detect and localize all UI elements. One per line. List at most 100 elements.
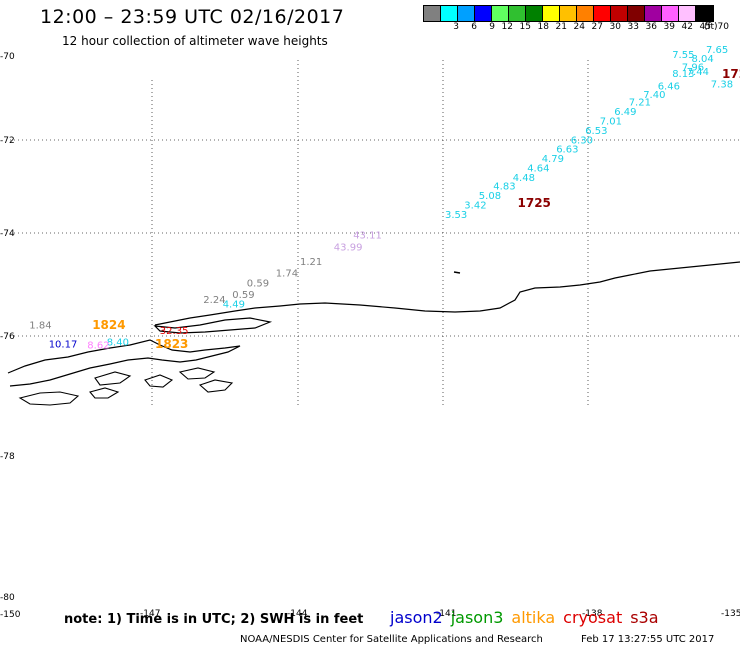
color-swatch [458, 6, 475, 21]
color-swatch [560, 6, 577, 21]
color-scale-label: 12 [501, 22, 513, 32]
time-label: 1724 [722, 67, 740, 81]
wave-height-label: 7.01 [600, 116, 622, 127]
island-outline [153, 317, 273, 334]
wave-height-label: 7.65 [706, 45, 728, 56]
color-scale-label [423, 22, 441, 32]
color-scale-label: 33 [627, 22, 639, 32]
wave-height-label: 3.42 [464, 200, 486, 211]
legend-s3a: s3a [630, 608, 659, 627]
wave-height-label: 8.62 [87, 341, 109, 352]
wave-height-label: 0.59 [247, 278, 269, 289]
wave-height-label: 6.63 [556, 144, 578, 155]
wave-height-label: 8.04 [692, 54, 714, 65]
island-small-5 [198, 379, 234, 393]
wave-height-label: 4.49 [223, 300, 245, 311]
footer-note: note: 1) Time is in UTC; 2) SWH is in fe… [64, 612, 364, 627]
color-scale-label: 70 [717, 22, 729, 32]
color-scale-label: 39 [663, 22, 675, 32]
wave-height-label: 6.49 [614, 107, 636, 118]
island-small-4 [178, 367, 216, 380]
color-scale-bar [423, 5, 714, 22]
color-scale-label: 15 [519, 22, 531, 32]
color-scale-label: 6 [471, 22, 477, 32]
color-swatch [492, 6, 509, 21]
coast-lower [7, 339, 241, 387]
lat-tick-label: -76 [0, 332, 15, 342]
wave-height-label: 43.99 [334, 243, 363, 254]
wave-height-label: 4.79 [542, 154, 564, 165]
color-swatch [594, 6, 611, 21]
lon-tick-label: -144 [287, 609, 308, 619]
color-swatch [424, 6, 441, 21]
credit-line: NOAA/NESDIS Center for Satellite Applica… [240, 634, 543, 645]
island-small-2 [94, 371, 132, 386]
color-scale-label: 27 [591, 22, 603, 32]
wave-height-label: 7.40 [643, 90, 665, 101]
color-swatch [679, 6, 696, 21]
axis-tick-labels: -70 -72 -74 -76 -78 -80 -150 -147 -144 -141 -138 -1… [0, 52, 740, 620]
wave-height-label: 1.21 [300, 257, 322, 268]
legend-cryosat: cryosat [563, 608, 623, 627]
time-label: 1824 [92, 318, 125, 332]
credit-timestamp: Feb 17 13:27:55 UTC 2017 [581, 634, 715, 645]
wave-height-label: 43.11 [353, 230, 382, 241]
lon-tick-label: -150 [0, 610, 21, 620]
wave-height-label: 4.64 [527, 163, 549, 174]
lat-tick-label: -72 [0, 136, 15, 146]
color-scale-label: 3 [453, 22, 459, 32]
wave-height-label: 10.17 [49, 340, 78, 351]
wave-height-label: 6.46 [658, 82, 680, 93]
color-scale-unit: (ft) [704, 22, 718, 32]
color-scale-label: 42 [681, 22, 693, 32]
color-swatch [509, 6, 526, 21]
time-label: 1823 [155, 337, 188, 351]
wave-height-label: 7.21 [629, 97, 651, 108]
color-swatch [611, 6, 628, 21]
color-swatch [543, 6, 560, 21]
color-scale-label: 45 [699, 22, 711, 32]
graticule [10, 60, 740, 405]
wave-height-label: 7.55 [672, 50, 694, 61]
lat-tick-label: -78 [0, 452, 15, 462]
lon-tick-label: -141 [436, 609, 456, 619]
color-scale-label: 24 [573, 22, 585, 32]
wave-height-label: 8.40 [107, 338, 129, 349]
wave-height-label: 1.84 [29, 321, 51, 332]
wave-height-label: 0.59 [232, 290, 254, 301]
color-scale-label: 30 [609, 22, 621, 32]
wave-height-label: 4.48 [513, 173, 535, 184]
color-swatch [441, 6, 458, 21]
color-scale-label: 9 [489, 22, 495, 32]
color-scale-label: 18 [537, 22, 549, 32]
wave-height-label: 3.53 [445, 210, 467, 221]
wave-height-label: 6.30 [571, 135, 593, 146]
page-subtitle: 12 hour collection of altimeter wave hei… [62, 34, 328, 48]
legend-jason3: jason3 [450, 608, 504, 627]
wave-height-label: 8.13 [672, 69, 694, 80]
island-small-1 [18, 391, 80, 406]
island-small-6 [89, 387, 120, 399]
color-swatch [696, 6, 713, 21]
wave-height-label: 1.74 [276, 268, 298, 279]
coastline [7, 261, 740, 406]
wave-height-label: 4.83 [493, 181, 515, 192]
color-swatch [628, 6, 645, 21]
lon-tick-label: -147 [140, 609, 160, 619]
legend-jason2: jason2 [390, 608, 443, 627]
wave-height-label: 7.44 [687, 67, 709, 78]
satellite-legend: jason2 jason3 altika cryosat s3a [390, 608, 667, 627]
color-swatch [526, 6, 543, 21]
color-scale-labels: 3 6 9 12 15 18 21 24 27 30 33 36 39 42 45 70 [423, 22, 729, 32]
color-scale-label: 21 [555, 22, 567, 32]
color-swatch [662, 6, 679, 21]
time-label: 1725 [518, 196, 551, 210]
lon-tick-label: -138 [582, 609, 603, 619]
color-swatch [475, 6, 492, 21]
lat-tick-label: -74 [0, 229, 15, 239]
lon-tick-label: -135 [721, 609, 740, 619]
color-swatch [577, 6, 594, 21]
lat-tick-label: -70 [0, 52, 15, 62]
wave-height-label: 7.96 [682, 63, 704, 74]
